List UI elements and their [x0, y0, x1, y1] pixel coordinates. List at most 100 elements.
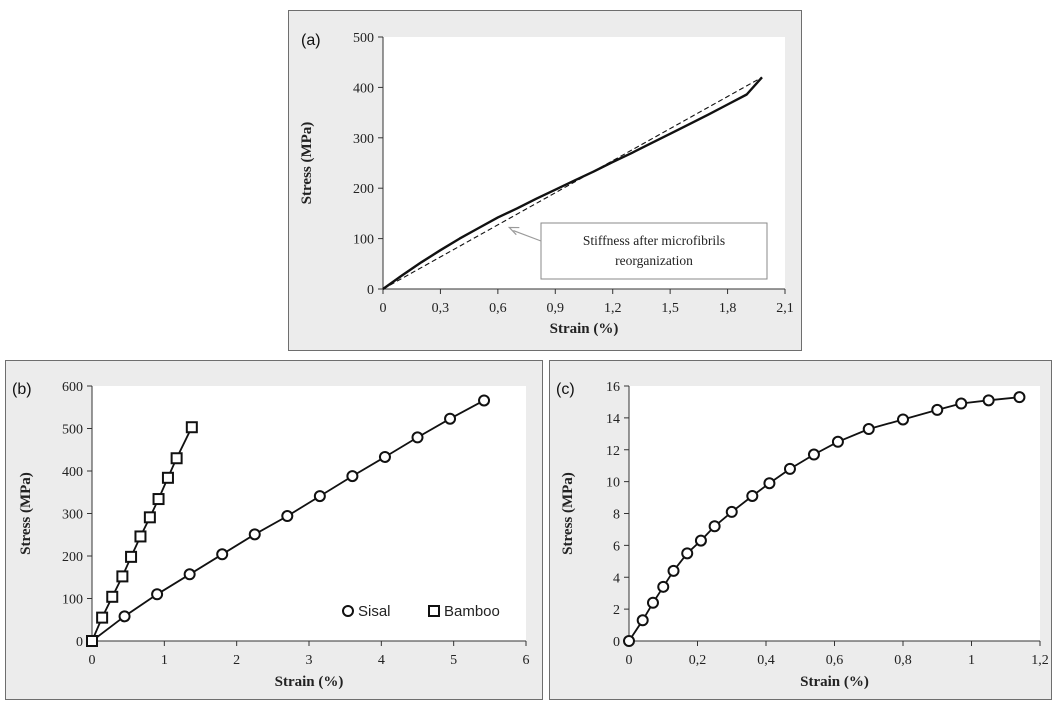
panel-label: (b)	[12, 381, 32, 398]
x-tick-label: 0,9	[547, 301, 565, 316]
y-tick-label: 500	[353, 31, 374, 46]
y-tick-label: 6	[613, 539, 620, 554]
y-tick-label: 200	[353, 182, 374, 197]
x-tick-label: 1	[161, 653, 168, 668]
y-tick-label: 4	[613, 571, 620, 586]
x-tick-label: 0	[380, 301, 387, 316]
data-point-circle	[725, 505, 738, 518]
chart-b-svg: 0 100 200 300 400 500 600 0 1 2 3 4 5 6 Strain (%) Stre…	[12, 380, 530, 690]
data-point-circle	[1013, 391, 1026, 404]
data-point-square	[161, 471, 174, 484]
data-point-circle	[183, 568, 196, 581]
data-point-circle	[248, 528, 261, 541]
x-tick-label: 4	[378, 653, 385, 668]
chart-panel-b: 0 100 200 300 400 500 600 0 1 2 3 4 5 6 Strain (%) Stre…	[5, 360, 543, 700]
y-tick-label: 300	[353, 132, 374, 147]
data-point-square	[185, 421, 198, 434]
data-point-square	[125, 550, 138, 563]
data-point-square	[116, 570, 129, 583]
x-tick-label: 2,1	[776, 301, 794, 316]
y-tick-label: 100	[353, 233, 374, 248]
legend-marker-square	[428, 605, 440, 617]
legend-marker-circle	[342, 605, 354, 617]
panel-label: (c)	[556, 381, 575, 398]
data-point-circle	[746, 489, 759, 502]
y-tick-label: 600	[62, 380, 83, 395]
panel-label: (a)	[301, 32, 321, 49]
x-tick-label: 0	[626, 653, 633, 668]
data-point-circle	[783, 462, 796, 475]
y-axis-label: Stress (MPa)	[18, 472, 34, 555]
data-point-circle	[982, 394, 995, 407]
data-point-circle	[763, 477, 776, 490]
data-point-circle	[646, 596, 659, 609]
data-point-circle	[831, 435, 844, 448]
data-point-circle	[216, 548, 229, 561]
data-point-circle	[897, 413, 909, 426]
chart-c-svg: 0 2 4 6 8 10 12 14 16 0 0,2 0,4 0,6 0,8 1 1,2 Strain (%)…	[556, 380, 1049, 690]
chart-a-svg: 0 100 200 300 400 500 0 0,3 0,6 0,9 1,2 1,5 1,8 2,1 St…	[299, 31, 794, 337]
y-tick-label: 0	[76, 635, 83, 650]
legend-label: Bamboo	[444, 603, 500, 620]
x-axis-label: Strain (%)	[550, 321, 619, 337]
x-tick-label: 5	[450, 653, 457, 668]
y-tick-label: 12	[606, 444, 620, 459]
chart-panel-c: 0 2 4 6 8 10 12 14 16 0 0,2 0,4 0,6 0,8 1 1,2 Strain (%)…	[549, 360, 1052, 700]
data-point-circle	[478, 394, 491, 407]
x-tick-label: 1,2	[604, 301, 622, 316]
x-axis-label: Strain (%)	[275, 674, 344, 690]
data-point-circle	[694, 534, 707, 547]
series-line-0	[382, 76, 763, 290]
annotation-arrow-line	[513, 229, 542, 242]
annotation-text: reorganization	[615, 253, 693, 268]
y-tick-label: 400	[353, 81, 374, 96]
x-tick-label: 0,6	[489, 301, 507, 316]
x-tick-label: 1	[968, 653, 975, 668]
annotation-arrow-head	[507, 226, 520, 236]
data-point-circle	[931, 403, 944, 416]
data-point-circle	[411, 431, 424, 444]
data-point-square	[96, 611, 109, 624]
x-tick-label: 3	[306, 653, 313, 668]
data-point-circle	[346, 470, 359, 483]
data-point-circle	[862, 423, 875, 436]
data-point-circle	[636, 614, 649, 627]
data-point-circle	[444, 412, 457, 425]
x-tick-label: 1,2	[1031, 653, 1049, 668]
data-point-square	[143, 511, 156, 524]
data-point-circle	[281, 510, 294, 523]
data-point-circle	[708, 520, 721, 533]
data-point-circle	[807, 448, 820, 461]
x-tick-label: 6	[523, 653, 530, 668]
data-point-circle	[657, 580, 670, 593]
data-point-circle	[313, 490, 326, 503]
annotation-text: Stiffness after microfibrils	[583, 233, 725, 248]
y-axis-label: Stress (MPa)	[299, 122, 315, 205]
y-tick-label: 16	[606, 380, 620, 395]
y-axis-label: Stress (MPa)	[560, 472, 576, 555]
x-tick-label: 0,2	[689, 653, 707, 668]
data-point-square	[134, 530, 147, 543]
plot-area	[629, 386, 1040, 641]
legend-label: Sisal	[358, 603, 391, 620]
data-point-circle	[151, 588, 164, 601]
x-tick-label: 0,4	[757, 653, 775, 668]
chart-panel-a: 0 100 200 300 400 500 0 0,3 0,6 0,9 1,2 1,5 1,8 2,1 St…	[288, 10, 802, 351]
y-tick-label: 400	[62, 465, 83, 480]
x-tick-label: 0,8	[894, 653, 912, 668]
plot-area	[92, 386, 526, 641]
data-point-square	[106, 590, 119, 603]
y-tick-label: 100	[62, 593, 83, 608]
x-axis-label: Strain (%)	[800, 674, 869, 690]
data-point-circle	[681, 547, 694, 560]
data-point-circle	[667, 564, 680, 577]
x-tick-label: 0	[89, 653, 96, 668]
y-tick-label: 0	[613, 635, 620, 650]
annotation-box	[540, 222, 768, 280]
x-tick-label: 2	[233, 653, 240, 668]
y-tick-label: 500	[62, 423, 83, 438]
x-tick-label: 1,5	[661, 301, 679, 316]
data-point-circle	[378, 450, 391, 463]
y-tick-label: 300	[62, 508, 83, 523]
data-point-square	[152, 493, 165, 506]
